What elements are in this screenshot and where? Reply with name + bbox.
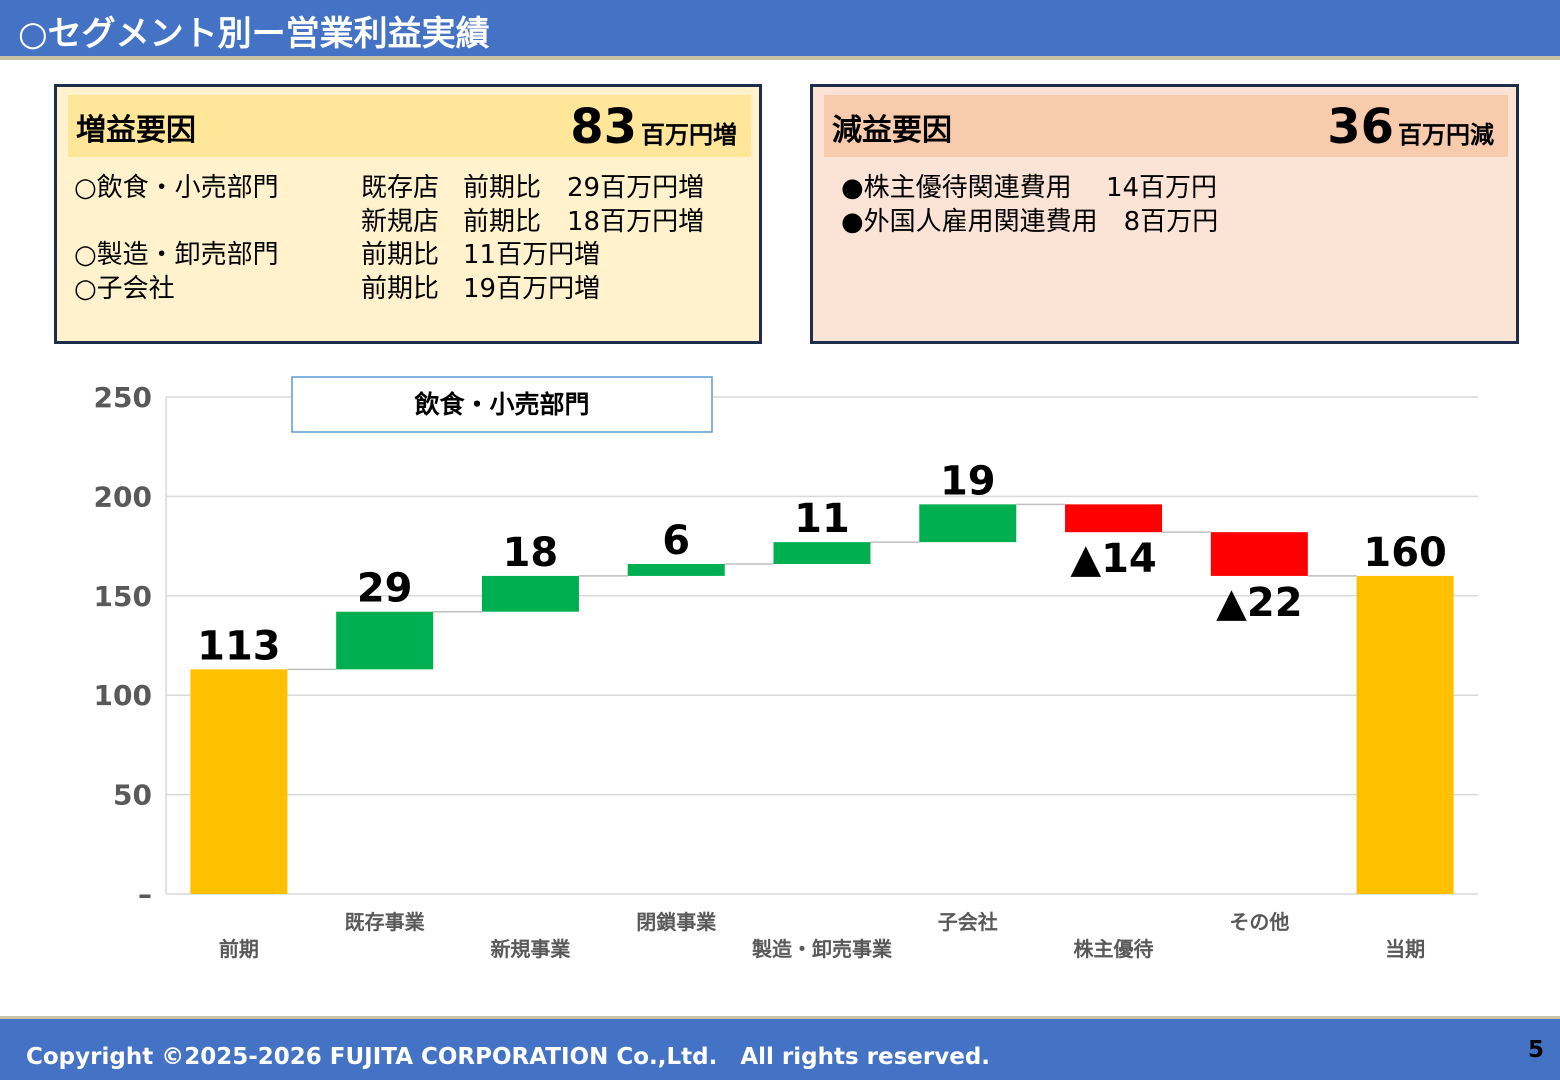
annotation-box bbox=[291, 376, 713, 433]
x-category-label: 子会社 bbox=[938, 910, 998, 934]
increase-line-value: 11百万円増 bbox=[463, 240, 601, 270]
x-category-label: 株主優待 bbox=[1074, 937, 1154, 961]
data-label: ▲14 bbox=[1070, 536, 1156, 582]
x-category-label: 閉鎖事業 bbox=[636, 910, 717, 934]
x-category-label: 既存事業 bbox=[345, 910, 426, 934]
increase-line-sub: 新規店 bbox=[361, 207, 440, 237]
decrease-amount-unit: 百万円減 bbox=[1398, 121, 1494, 149]
bar-increase bbox=[919, 504, 1017, 543]
page-number: 5 bbox=[1527, 1037, 1544, 1063]
x-category-label: 製造・卸売事業 bbox=[752, 937, 893, 961]
decrease-factors-panel: 減益要因 36 百万円減 ●株主優待関連費用 14百万円 ●外国人雇用関連費用 8… bbox=[810, 84, 1519, 344]
bar-increase bbox=[773, 542, 871, 564]
y-tick-label: 200 bbox=[94, 480, 152, 513]
y-tick-label: 250 bbox=[94, 381, 152, 414]
increase-line-label: ○飲食・小売部門 bbox=[74, 173, 279, 203]
y-tick-label: – bbox=[138, 878, 152, 911]
page-header: ○セグメント別ー営業利益実績 bbox=[0, 0, 1560, 60]
data-label: 18 bbox=[503, 530, 559, 576]
bar-increase bbox=[336, 611, 434, 670]
increase-line-value: 前期比 18百万円増 bbox=[463, 207, 705, 237]
copyright-text: Copyright ©2025-2026 FUJITA CORPORATION … bbox=[26, 1044, 991, 1070]
bar-decrease bbox=[1210, 532, 1308, 576]
increase-factors-panel: 増益要因 83 百万円増 ○飲食・小売部門 既存店 前期比 29百万円増 新規店 … bbox=[54, 84, 762, 344]
y-tick-label: 100 bbox=[94, 679, 152, 712]
increase-line-sub: 前期比 bbox=[361, 274, 440, 304]
increase-line-value: 前期比 29百万円増 bbox=[463, 173, 705, 203]
x-category-label: 新規事業 bbox=[490, 937, 571, 961]
x-category-label: その他 bbox=[1229, 910, 1289, 934]
x-category-label: 前期 bbox=[219, 937, 259, 961]
page-footer: Copyright ©2025-2026 FUJITA CORPORATION … bbox=[0, 1016, 1560, 1080]
data-label: 113 bbox=[197, 623, 281, 669]
y-tick-label: 150 bbox=[94, 580, 152, 613]
data-label: 19 bbox=[940, 458, 996, 504]
data-label: 160 bbox=[1363, 530, 1447, 576]
data-label: ▲22 bbox=[1216, 580, 1302, 626]
bar-total bbox=[1356, 575, 1454, 894]
increase-panel-title: 増益要因 bbox=[76, 113, 196, 148]
bar-increase bbox=[627, 563, 725, 576]
data-label: 29 bbox=[357, 566, 413, 612]
decrease-amount-value: 36 bbox=[1327, 99, 1394, 155]
increase-panel-header: 増益要因 83 百万円増 bbox=[68, 95, 751, 157]
increase-line-value: 19百万円増 bbox=[463, 274, 601, 304]
decrease-amount: 36 百万円減 bbox=[1327, 99, 1494, 155]
bar-increase bbox=[481, 575, 579, 612]
decrease-panel-title: 減益要因 bbox=[832, 113, 952, 148]
data-label: 6 bbox=[662, 518, 690, 564]
page-title: ○セグメント別ー営業利益実績 bbox=[18, 14, 490, 54]
waterfall-chart: – 50 100 150 200 250 113 29 18 6 11 19 ▲14 ▲22 160 前期 既存… bbox=[94, 376, 1478, 961]
decrease-line: ●株主優待関連費用 14百万円 bbox=[841, 173, 1218, 203]
increase-line-sub: 前期比 bbox=[361, 240, 440, 270]
decrease-panel-header: 減益要因 36 百万円減 bbox=[824, 95, 1508, 157]
bar-total bbox=[190, 669, 288, 894]
decrease-line: ●外国人雇用関連費用 8百万円 bbox=[841, 207, 1219, 237]
increase-line-label: ○子会社 bbox=[74, 274, 175, 304]
increase-line-sub: 既存店 bbox=[361, 173, 440, 203]
y-tick-label: 50 bbox=[113, 779, 152, 812]
bar-decrease bbox=[1065, 504, 1163, 533]
x-category-label: 当期 bbox=[1385, 937, 1425, 961]
increase-amount-value: 83 bbox=[570, 99, 637, 155]
increase-line-label: ○製造・卸売部門 bbox=[74, 240, 279, 270]
increase-amount: 83 百万円増 bbox=[570, 99, 737, 155]
annotation-label: 飲食・小売部門 bbox=[413, 390, 589, 419]
data-label: 11 bbox=[794, 496, 850, 542]
increase-amount-unit: 百万円増 bbox=[641, 121, 737, 149]
